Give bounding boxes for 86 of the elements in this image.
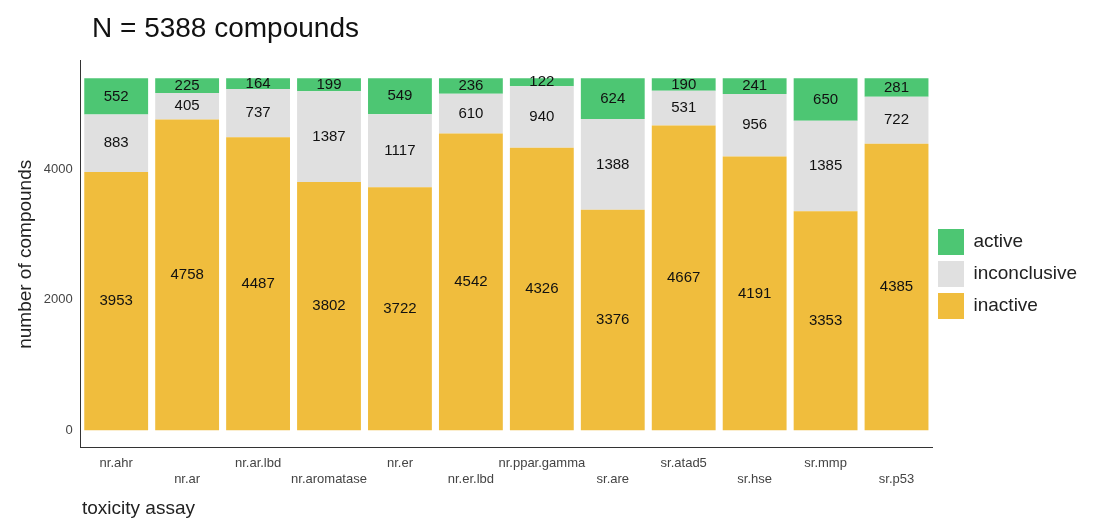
bar bbox=[793, 211, 858, 431]
x-axis-title: toxicity assay bbox=[82, 497, 195, 519]
data-label: 1387 bbox=[312, 126, 346, 144]
data-label: 199 bbox=[316, 75, 342, 93]
data-label: 552 bbox=[103, 86, 129, 104]
data-label: 624 bbox=[600, 88, 626, 106]
x-tick-label: sr.mmp bbox=[804, 455, 847, 471]
data-label: 610 bbox=[458, 103, 484, 121]
x-tick-label: sr.are bbox=[596, 470, 630, 486]
x-tick-label: nr.ar.lbd bbox=[234, 455, 282, 471]
bar bbox=[84, 172, 149, 431]
data-label: 883 bbox=[103, 133, 129, 151]
data-label: 3953 bbox=[99, 291, 133, 309]
data-label: 956 bbox=[742, 115, 768, 133]
bar bbox=[793, 120, 858, 212]
bar bbox=[864, 96, 929, 144]
bar bbox=[580, 78, 645, 120]
x-tick-label: nr.ppar.gamma bbox=[498, 455, 586, 471]
data-label: 190 bbox=[671, 74, 697, 92]
bar bbox=[864, 78, 929, 97]
data-label: 281 bbox=[884, 77, 910, 95]
y-tick-label: 0 bbox=[65, 421, 73, 437]
bar bbox=[226, 89, 290, 138]
data-label: 4758 bbox=[170, 265, 204, 283]
x-tick-label: sr.hse bbox=[737, 470, 772, 486]
data-label: 549 bbox=[387, 86, 413, 104]
bar bbox=[580, 209, 645, 431]
bar bbox=[651, 125, 716, 431]
data-label: 4326 bbox=[525, 279, 559, 297]
legend-label: active bbox=[973, 230, 1024, 252]
bar bbox=[438, 133, 503, 431]
legend-label: inactive bbox=[973, 294, 1038, 316]
data-label: 405 bbox=[174, 96, 200, 114]
bar bbox=[155, 93, 220, 120]
bar bbox=[722, 78, 787, 95]
data-label: 236 bbox=[458, 76, 484, 94]
data-label: 531 bbox=[671, 98, 697, 116]
y-axis-title: number of compounds bbox=[13, 159, 35, 349]
bar bbox=[580, 119, 645, 210]
data-label: 940 bbox=[529, 107, 555, 125]
data-label: 650 bbox=[813, 89, 839, 107]
data-label: 225 bbox=[174, 75, 200, 93]
bar bbox=[368, 78, 432, 115]
x-tick-label: sr.atad5 bbox=[660, 455, 707, 471]
bar bbox=[722, 156, 787, 431]
data-label: 4542 bbox=[454, 272, 488, 290]
legend-label: inconclusive bbox=[973, 262, 1077, 284]
bar bbox=[438, 93, 503, 134]
x-tick-label: nr.er.lbd bbox=[447, 470, 495, 486]
x-tick-label: nr.ahr bbox=[99, 455, 134, 471]
data-label: 4191 bbox=[737, 283, 772, 301]
bar bbox=[297, 91, 361, 182]
y-tick-label: 2000 bbox=[43, 291, 73, 307]
y-tick-label: 4000 bbox=[43, 160, 73, 176]
bar bbox=[368, 114, 432, 188]
data-label: 3353 bbox=[808, 310, 843, 328]
data-label: 4385 bbox=[879, 277, 914, 295]
bar bbox=[651, 90, 716, 126]
data-label: 3722 bbox=[383, 298, 417, 316]
bar bbox=[509, 147, 574, 431]
x-tick-label: nr.aromatase bbox=[291, 470, 367, 486]
bar bbox=[793, 78, 858, 121]
bar bbox=[509, 86, 574, 148]
data-label: 737 bbox=[245, 103, 271, 121]
bar bbox=[226, 137, 290, 431]
bar bbox=[722, 94, 787, 157]
data-label: 4667 bbox=[667, 267, 701, 285]
x-tick-label: nr.er bbox=[386, 455, 414, 471]
data-label: 164 bbox=[245, 73, 271, 91]
bar bbox=[864, 143, 929, 431]
data-label: 722 bbox=[884, 110, 910, 128]
data-label: 3802 bbox=[312, 296, 346, 314]
bar bbox=[297, 181, 361, 431]
data-label: 241 bbox=[742, 76, 768, 94]
data-label: 1388 bbox=[596, 154, 630, 172]
data-label: 1117 bbox=[384, 140, 416, 158]
data-label: 4487 bbox=[241, 273, 275, 291]
bar bbox=[155, 119, 220, 431]
data-label: 1385 bbox=[808, 156, 843, 174]
bar bbox=[368, 187, 432, 431]
bar bbox=[84, 114, 149, 173]
x-tick-label: sr.p53 bbox=[878, 470, 915, 486]
chart-title: N = 5388 compounds bbox=[92, 12, 359, 44]
x-tick-label: nr.ar bbox=[174, 470, 201, 486]
bar bbox=[84, 78, 149, 115]
data-label: 3376 bbox=[596, 310, 630, 328]
